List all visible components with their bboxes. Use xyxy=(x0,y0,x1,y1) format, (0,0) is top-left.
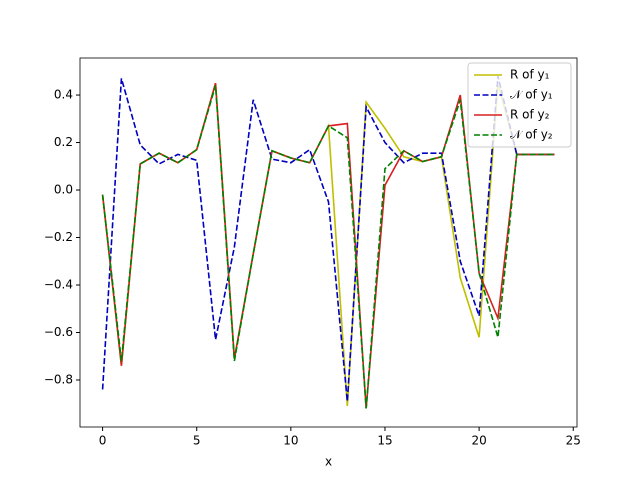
y-tick-label: 0.4 xyxy=(54,88,73,102)
legend-box xyxy=(467,62,572,148)
legend-label: R of y₂ xyxy=(510,108,550,122)
y-tick-label: −0.6 xyxy=(44,325,73,339)
x-tick-label: 25 xyxy=(566,434,581,448)
legend-label: 𝒩 of y₂ xyxy=(510,128,553,142)
y-tick-label: 0.0 xyxy=(54,183,73,197)
plot-frame xyxy=(79,57,578,428)
legend-label: R of y₁ xyxy=(510,68,550,82)
x-tick-label: 0 xyxy=(99,434,107,448)
line-series xyxy=(101,85,555,409)
y-tick-label: −0.4 xyxy=(44,278,73,292)
y-tick-label: 0.2 xyxy=(54,135,73,149)
x-tick-label: 10 xyxy=(283,434,298,448)
x-tick-label: 20 xyxy=(471,434,486,448)
x-tick-label: 5 xyxy=(193,434,201,448)
x-tick-label: 15 xyxy=(377,434,392,448)
legend-label: 𝒩 of y₁ xyxy=(510,88,553,102)
y-tick-label: −0.2 xyxy=(44,230,73,244)
y-tick-label: −0.8 xyxy=(44,372,73,386)
line-series xyxy=(101,75,555,402)
x-axis-label: x xyxy=(325,455,332,469)
